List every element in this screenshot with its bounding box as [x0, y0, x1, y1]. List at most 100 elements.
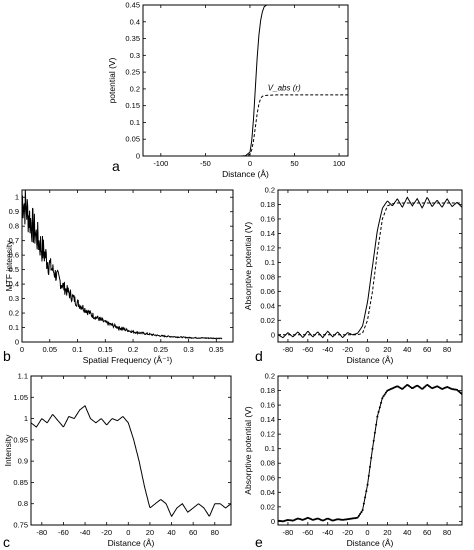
- y-tick-label: 1: [24, 414, 28, 423]
- x-tick-label: 0: [248, 159, 252, 168]
- x-tick-label: 0.25: [154, 345, 169, 354]
- data-point: [377, 410, 380, 413]
- data-point: [362, 502, 365, 505]
- plot-frame: [277, 375, 463, 526]
- series-line-1: [143, 5, 268, 156]
- y-tick-label: 0.14: [260, 229, 275, 238]
- x-tick-label: -60: [58, 528, 69, 537]
- x-tick-label: 80: [443, 528, 451, 537]
- x-tick-label: -40: [322, 528, 333, 537]
- chart-panel-a: -100 -50 0 50 100 0 0.05 0.1 0.15 0.2 0.25 0.3 0.35 0…: [107, 0, 349, 179]
- data-point: [360, 511, 363, 514]
- x-tick-label: 0: [126, 528, 130, 537]
- y-tick-label: 0.85: [13, 478, 28, 487]
- x-tick-label: 0.15: [98, 345, 113, 354]
- y-tick-label: 0.04: [260, 488, 275, 497]
- x-tick-label: 0: [365, 528, 369, 537]
- x-tick-label: -40: [80, 528, 91, 537]
- y-tick-label: 0.7: [9, 236, 19, 245]
- data-point: [375, 423, 378, 426]
- y-tick-label: 0.8: [18, 499, 28, 508]
- series-group: [22, 190, 223, 340]
- y-tick-label: 0.1: [265, 444, 275, 453]
- data-point: [383, 393, 386, 396]
- y-tick-label: 0.1: [9, 323, 19, 332]
- panel-letter: e: [255, 534, 263, 550]
- data-point: [461, 393, 462, 396]
- y-tick-label: 0.15: [125, 101, 140, 110]
- x-tick-label: -50: [200, 159, 211, 168]
- data-point: [378, 406, 381, 409]
- series-line-2: [143, 94, 348, 156]
- y-tick-label: 1.05: [13, 393, 28, 402]
- x-tick-label: -80: [283, 528, 294, 537]
- y-tick-label: 0.75: [13, 521, 28, 530]
- data-point: [359, 512, 362, 515]
- y-tick-label: 0: [271, 517, 275, 526]
- data-point: [365, 490, 368, 493]
- y-tick-label: 0.1: [265, 258, 275, 267]
- x-tick-label: -20: [101, 528, 112, 537]
- y-tick-label: 0.18: [260, 200, 275, 209]
- y-tick-label: 0.35: [125, 34, 140, 43]
- y-tick-label: 0.3: [9, 294, 19, 303]
- series-group: [31, 405, 231, 518]
- y-tick-label: 0.8: [9, 222, 19, 231]
- y-tick-label: 0: [136, 152, 140, 161]
- series-line-1: [31, 405, 231, 518]
- y-tick-label: 0.04: [260, 301, 275, 310]
- x-tick-label: -60: [302, 345, 313, 354]
- y-tick-label: 0.06: [260, 473, 275, 482]
- y-tick-label: 0.18: [260, 386, 275, 395]
- x-tick-label: -20: [342, 528, 353, 537]
- plot-frame: [142, 4, 349, 157]
- plot-frame: [21, 189, 234, 343]
- y-tick-label: 0.5: [9, 265, 19, 274]
- y-tick-label: 0.4: [130, 17, 140, 26]
- annotation-label: V_abs (r): [268, 84, 301, 93]
- x-tick-label: 0.1: [72, 345, 82, 354]
- y-tick-label: 0.2: [9, 309, 19, 318]
- x-tick-label: 20: [383, 528, 391, 537]
- series-line-1: [22, 190, 223, 340]
- y-tick-label: 0: [271, 330, 275, 339]
- x-tick-label: 60: [189, 528, 197, 537]
- x-tick-label: -100: [153, 159, 168, 168]
- series-line-1: [278, 384, 462, 522]
- y-tick-label: 0.16: [260, 401, 275, 410]
- y-tick-label: 0.2: [130, 84, 140, 93]
- data-point: [357, 514, 360, 517]
- x-tick-label: 0.2: [128, 345, 138, 354]
- panel-letter: a: [112, 158, 120, 174]
- y-tick-label: 0.08: [260, 459, 275, 468]
- chart-panel-c: -80 -60 -40 -20 0 20 40 60 80 0.75 0.8 0.85 0.9 0.95 1…: [3, 372, 232, 550]
- panel-letter: d: [255, 348, 263, 364]
- x-axis-label: Spatial Frequency (Å⁻¹): [83, 355, 173, 365]
- y-tick-label: 0.4: [9, 280, 19, 289]
- x-tick-label: 40: [403, 345, 411, 354]
- x-tick-label: 0: [365, 345, 369, 354]
- y-tick-label: 0.02: [260, 316, 275, 325]
- data-point: [376, 415, 379, 418]
- y-tick-label: 0.9: [18, 457, 28, 466]
- series-group: [278, 196, 462, 339]
- x-tick-label: 40: [167, 528, 175, 537]
- x-tick-label: 100: [333, 159, 346, 168]
- x-tick-label: 60: [423, 528, 431, 537]
- x-tick-label: 0.3: [183, 345, 193, 354]
- data-point: [364, 496, 367, 499]
- x-tick-label: 20: [146, 528, 154, 537]
- x-tick-label: 20: [383, 345, 391, 354]
- y-tick-label: 0.06: [260, 287, 275, 296]
- y-tick-label: 0.9: [9, 207, 19, 216]
- x-tick-label: 60: [423, 345, 431, 354]
- x-tick-label: -80: [283, 345, 294, 354]
- x-axis-label: Distance (Å): [222, 169, 269, 179]
- data-point: [373, 431, 376, 434]
- y-tick-label: 1.1: [18, 372, 28, 381]
- data-point: [371, 447, 374, 450]
- data-point: [356, 516, 359, 519]
- y-tick-label: 1: [15, 193, 19, 202]
- x-tick-label: 40: [403, 528, 411, 537]
